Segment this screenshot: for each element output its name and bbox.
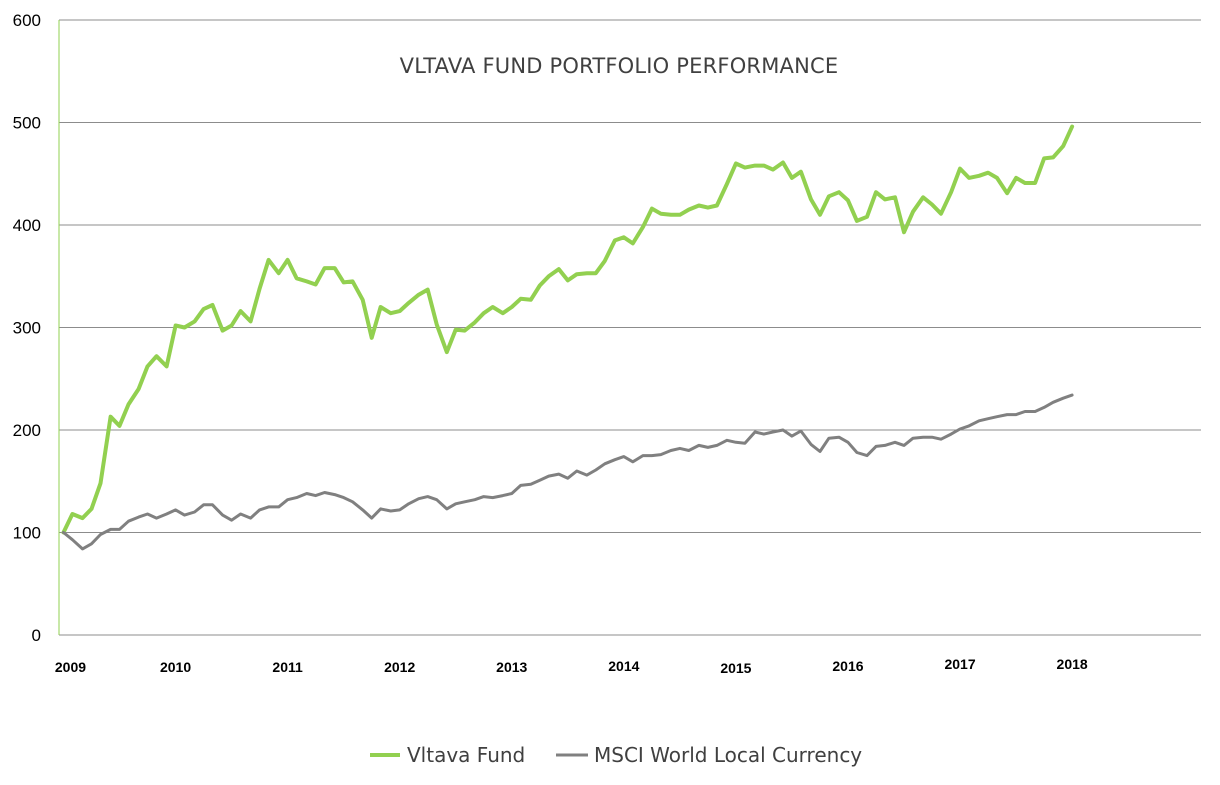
y-tick-label: 500 <box>13 114 41 133</box>
y-tick-label: 100 <box>13 524 41 543</box>
x-axis-ticks: 2009 2010 2011 2012 2013 2014 2015 2016 2017 2018 <box>55 656 1088 676</box>
x-tick-label: 2015 <box>720 660 751 676</box>
x-tick-label: 2009 <box>55 659 86 675</box>
x-tick-label: 2011 <box>272 659 303 675</box>
y-axis-ticks: 0 100 200 300 400 500 600 <box>13 11 41 645</box>
series-line-vltava-fund <box>61 124 1075 535</box>
x-tick-label: 2010 <box>160 659 191 675</box>
y-tick-label: 600 <box>13 11 41 30</box>
y-tick-label: 200 <box>13 421 41 440</box>
gridlines <box>59 19 1201 636</box>
legend-label: Vltava Fund <box>407 743 525 767</box>
legend: Vltava Fund MSCI World Local Currency <box>370 743 862 767</box>
y-tick-label: 0 <box>32 626 41 645</box>
x-tick-label: 2018 <box>1057 656 1088 672</box>
series-lines <box>61 124 1075 551</box>
y-tick-label: 300 <box>13 319 41 338</box>
x-tick-label: 2014 <box>608 658 639 674</box>
x-tick-label: 2013 <box>496 659 527 675</box>
legend-label: MSCI World Local Currency <box>594 743 862 767</box>
series-line-msci-world <box>62 393 1074 551</box>
x-tick-label: 2017 <box>944 656 975 672</box>
y-tick-label: 400 <box>13 216 41 235</box>
x-tick-label: 2012 <box>384 659 415 675</box>
chart-title: VLTAVA FUND PORTFOLIO PERFORMANCE <box>400 54 839 78</box>
x-tick-label: 2016 <box>832 658 863 674</box>
